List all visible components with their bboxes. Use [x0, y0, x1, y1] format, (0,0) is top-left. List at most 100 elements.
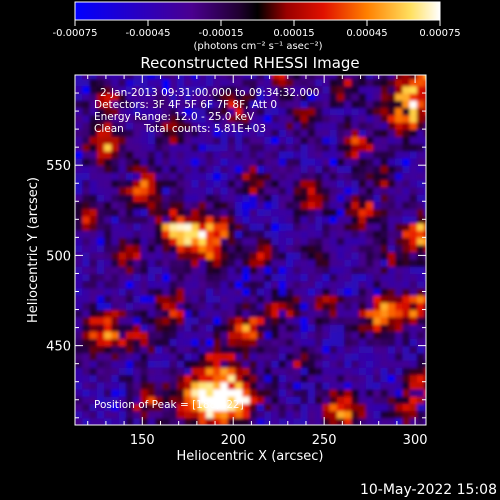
- heatmap-cell: [162, 323, 171, 332]
- heatmap-cell: [285, 107, 294, 116]
- heatmap-cell: [424, 417, 426, 425]
- heatmap-cell: [416, 93, 425, 101]
- heatmap-cell: [147, 230, 156, 238]
- heatmap-cell: [285, 367, 294, 376]
- heatmap-cell: [336, 172, 345, 181]
- heatmap-cell: [191, 194, 200, 202]
- heatmap-cell: [242, 179, 251, 188]
- heatmap-cell: [125, 215, 134, 224]
- heatmap-cell: [111, 367, 120, 376]
- heatmap-cell: [380, 259, 389, 267]
- heatmap-cell: [264, 215, 273, 224]
- heatmap-cell: [351, 201, 360, 210]
- heatmap-cell: [169, 201, 178, 210]
- heatmap-cell: [147, 107, 156, 116]
- heatmap-cell: [344, 302, 353, 311]
- heatmap-cell: [373, 172, 382, 181]
- heatmap-cell: [176, 381, 185, 390]
- heatmap-cell: [351, 165, 360, 174]
- heatmap-cell: [278, 251, 287, 260]
- heatmap-cell: [278, 194, 287, 202]
- heatmap-cell: [133, 374, 142, 383]
- heatmap-cell: [125, 280, 134, 289]
- heatmap-cell: [191, 215, 200, 224]
- heatmap-cell: [213, 417, 222, 425]
- heatmap-cell: [205, 107, 214, 116]
- heatmap-cell: [235, 215, 243, 224]
- heatmap-cell: [198, 388, 207, 397]
- heatmap-cell: [242, 222, 251, 231]
- heatmap-cell: [416, 215, 425, 224]
- heatmap-cell: [300, 417, 309, 425]
- heatmap-cell: [111, 157, 120, 166]
- heatmap-cell: [395, 338, 403, 347]
- heatmap-cell: [409, 244, 418, 253]
- heatmap-cell: [235, 251, 243, 260]
- heatmap-cell: [111, 410, 120, 419]
- heatmap-cell: [220, 417, 229, 425]
- heatmap-cell: [271, 316, 280, 325]
- heatmap-cell: [409, 129, 418, 137]
- heatmap-cell: [162, 215, 171, 224]
- heatmap-cell: [344, 381, 353, 390]
- heatmap-cell: [227, 316, 236, 325]
- heatmap-cell: [227, 85, 236, 94]
- heatmap-cell: [322, 75, 331, 80]
- heatmap-cell: [155, 172, 163, 181]
- heatmap-cell: [387, 222, 396, 231]
- heatmap-cell: [416, 186, 425, 195]
- heatmap-cell: [242, 381, 251, 390]
- heatmap-cell: [162, 410, 171, 419]
- heatmap-cell: [104, 121, 112, 130]
- heatmap-cell: [373, 316, 382, 325]
- heatmap-cell: [205, 295, 214, 303]
- heatmap-cell: [111, 403, 120, 412]
- heatmap-cell: [293, 75, 302, 80]
- heatmap-cell: [220, 157, 229, 166]
- heatmap-cell: [278, 316, 287, 325]
- heatmap-cell: [373, 78, 382, 87]
- heatmap-cell: [89, 230, 98, 238]
- heatmap-cell: [409, 157, 418, 166]
- heatmap-cell: [285, 222, 294, 231]
- heatmap-cell: [380, 352, 389, 361]
- heatmap-cell: [424, 114, 426, 123]
- heatmap-cell: [395, 194, 403, 202]
- heatmap-cell: [140, 194, 149, 202]
- heatmap-cell: [198, 215, 207, 224]
- heatmap-cell: [249, 230, 258, 238]
- heatmap-cell: [409, 201, 418, 210]
- heatmap-cell: [176, 85, 185, 94]
- heatmap-cell: [358, 150, 367, 159]
- heatmap-cell: [205, 222, 214, 231]
- heatmap-cell: [82, 309, 91, 318]
- heatmap-cell: [329, 121, 338, 130]
- heatmap-cell: [118, 316, 127, 325]
- heatmap-cell: [256, 114, 265, 123]
- heatmap-cell: [205, 165, 214, 174]
- heatmap-cell: [322, 309, 331, 318]
- heatmap-cell: [162, 316, 171, 325]
- heatmap-cell: [227, 201, 236, 210]
- heatmap-cell: [133, 410, 142, 419]
- heatmap-cell: [315, 403, 323, 412]
- heatmap-cell: [307, 143, 316, 152]
- heatmap-cell: [344, 172, 353, 181]
- heatmap-cell: [278, 302, 287, 311]
- heatmap-cell: [351, 280, 360, 289]
- heatmap-cell: [380, 302, 389, 311]
- heatmap-cell: [285, 309, 294, 318]
- heatmap-cell: [307, 208, 316, 217]
- heatmap-cell: [133, 194, 142, 202]
- heatmap-cell: [416, 338, 425, 347]
- heatmap-cell: [373, 107, 382, 116]
- heatmap-cell: [351, 93, 360, 101]
- heatmap-cell: [162, 302, 171, 311]
- heatmap-cell: [133, 121, 142, 130]
- heatmap-cell: [336, 374, 345, 383]
- heatmap-cell: [409, 107, 418, 116]
- heatmap-cell: [271, 78, 280, 87]
- heatmap-cell: [133, 165, 142, 174]
- heatmap-cell: [205, 323, 214, 332]
- heatmap-cell: [147, 323, 156, 332]
